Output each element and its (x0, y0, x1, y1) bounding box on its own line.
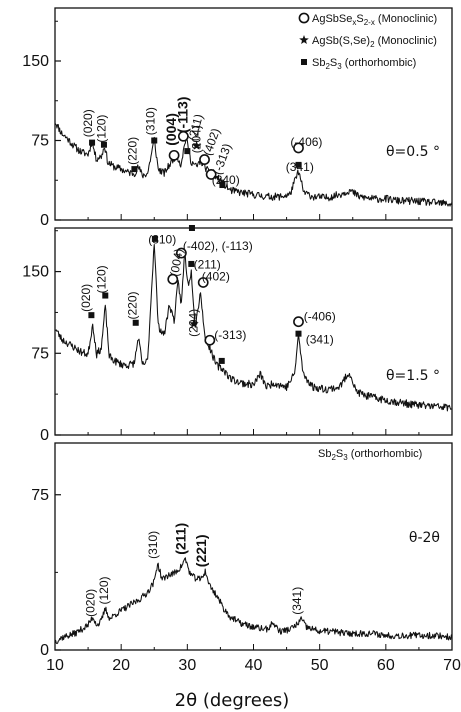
y-tick-label: 150 (22, 264, 49, 281)
peak-marker-square (295, 161, 302, 168)
y-tick-label: 75 (31, 345, 49, 362)
peak-marker-circle (199, 154, 210, 165)
peak-label: (204) (190, 125, 204, 153)
y-tick-label: 75 (31, 133, 49, 150)
peak-label: (004) (163, 113, 179, 146)
peak-label: (220) (125, 291, 139, 319)
peak-marker-square (131, 166, 138, 173)
peak-marker-square (184, 148, 191, 155)
peak-marker-circle (168, 149, 180, 161)
peak-marker-square (151, 235, 158, 242)
peak-marker-square (89, 139, 96, 146)
condition-label: θ=1.5 ° (386, 368, 440, 384)
legend-marker (298, 12, 310, 24)
panel-top: 0 75 150 (020) (120) (220) (310) (004)(-113)(21… (22, 7, 453, 229)
x-tick-label: 20 (112, 657, 130, 674)
y-tick-label: 150 (22, 53, 49, 70)
condition-label: θ-2θ (409, 530, 440, 546)
peak-label: (341) (306, 333, 334, 347)
peak-label: (020) (81, 109, 95, 137)
panel-frame (54, 227, 453, 436)
peak-label: (211) (185, 113, 206, 143)
peak-marker-circle (293, 142, 304, 154)
peak-marker-square (295, 330, 302, 337)
xrd-curve-middle (54, 244, 453, 412)
x-tick-label: 10 (46, 657, 64, 674)
peak-label: (341) (290, 587, 304, 615)
peak-marker-square (218, 357, 225, 364)
peak-label: (310) (146, 531, 160, 559)
legend-entry: AgSbSexS2-x (Monoclinic) (312, 13, 437, 27)
x-tick-label: 60 (377, 657, 395, 674)
peak-marker-square (102, 292, 109, 299)
peak-marker-circle (204, 334, 216, 346)
peak-label: (220) (125, 137, 139, 165)
peak-label: (240) (212, 173, 240, 187)
peak-marker-square (132, 319, 139, 326)
peak-marker-square (100, 141, 107, 148)
peak-label: (020) (79, 284, 93, 312)
peak-label: (310) (148, 232, 176, 246)
condition-label: θ=0.5 ° (386, 144, 440, 160)
peak-marker-circle (175, 247, 187, 259)
peak-marker-star (191, 140, 202, 150)
y-tick-label: 0 (40, 212, 49, 229)
peak-marker-square (188, 260, 195, 267)
x-tick-label: 50 (311, 657, 329, 674)
peak-label: (-402), (-113) (183, 239, 253, 253)
peak-label: (120) (97, 576, 111, 604)
y-tick-label: 75 (31, 487, 49, 504)
peak-marker-circle (205, 169, 217, 180)
peak-marker-square (88, 312, 95, 319)
peak-marker-circle (197, 277, 209, 288)
x-tick-label: 40 (245, 657, 263, 674)
legend-marker (299, 35, 309, 44)
y-tick-label: 0 (40, 642, 49, 659)
peak-label: (204) (186, 309, 200, 337)
peak-label: (221) (193, 535, 209, 568)
peak-label: (211) (172, 523, 188, 555)
peak-marker-circle (177, 130, 189, 142)
peak-label: (120) (94, 265, 108, 293)
legend-entry: Sb2S3 (orthorhombic) (318, 448, 422, 462)
peak-label: (-313) (214, 328, 246, 342)
peak-label: (402) (202, 269, 230, 283)
panel-middle: 0 75 150 (020)(120) (220) (310)(004)(-402), (… (22, 225, 453, 444)
panel-bottom: 0 75 (020) (120) (310) (211) (221) (341) θ-2θ Sb2… (31, 442, 453, 659)
peak-marker-square (219, 182, 226, 189)
y-tick-label: 0 (40, 427, 49, 444)
peak-label: (120) (94, 115, 108, 143)
legend-marker (301, 59, 307, 65)
peak-label: (-406) (290, 135, 322, 149)
x-tick-label: 70 (443, 657, 461, 674)
xrd-curve-top (54, 123, 453, 207)
peak-marker-square (151, 137, 158, 144)
peak-marker-circle (293, 316, 304, 328)
x-tick-label: 30 (178, 657, 196, 674)
peak-marker-square (188, 225, 195, 231)
panel-frame (54, 442, 453, 651)
peak-label: (-406) (304, 310, 336, 324)
peak-marker-star (189, 318, 199, 328)
peak-label: (341) (286, 160, 314, 174)
peak-label: (-113) (174, 97, 190, 134)
x-axis: 10 20 30 40 50 60 70 (46, 657, 461, 674)
peak-label: (004) (167, 247, 186, 277)
legend-entry: AgSb(S,Se)2 (Monoclinic) (312, 35, 437, 49)
peak-label: (020) (84, 589, 98, 617)
peak-label: (211) (194, 257, 221, 271)
x-axis-label: 2θ (degrees) (175, 690, 290, 711)
peak-label: (310) (143, 107, 157, 135)
xrd-curve-bottom (54, 557, 453, 645)
peak-marker-circle (167, 273, 179, 285)
legend-entry: Sb2S3 (orthorhombic) (312, 57, 416, 71)
